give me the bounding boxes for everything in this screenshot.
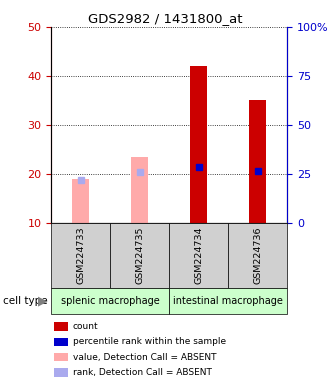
Text: percentile rank within the sample: percentile rank within the sample: [73, 337, 226, 346]
Text: GDS2982 / 1431800_at: GDS2982 / 1431800_at: [88, 12, 242, 25]
Bar: [190, 66, 208, 223]
Text: splenic macrophage: splenic macrophage: [61, 296, 159, 306]
Bar: [72, 179, 89, 223]
Text: intestinal macrophage: intestinal macrophage: [173, 296, 283, 306]
Text: GSM224735: GSM224735: [135, 227, 144, 284]
Text: count: count: [73, 322, 98, 331]
Bar: [131, 157, 148, 223]
Text: ▶: ▶: [38, 295, 48, 307]
Text: value, Detection Call = ABSENT: value, Detection Call = ABSENT: [73, 353, 216, 362]
Text: GSM224736: GSM224736: [253, 227, 262, 284]
Text: GSM224734: GSM224734: [194, 227, 203, 284]
Bar: [249, 100, 266, 223]
Text: GSM224733: GSM224733: [76, 227, 85, 284]
Text: cell type: cell type: [3, 296, 48, 306]
Text: rank, Detection Call = ABSENT: rank, Detection Call = ABSENT: [73, 368, 212, 377]
